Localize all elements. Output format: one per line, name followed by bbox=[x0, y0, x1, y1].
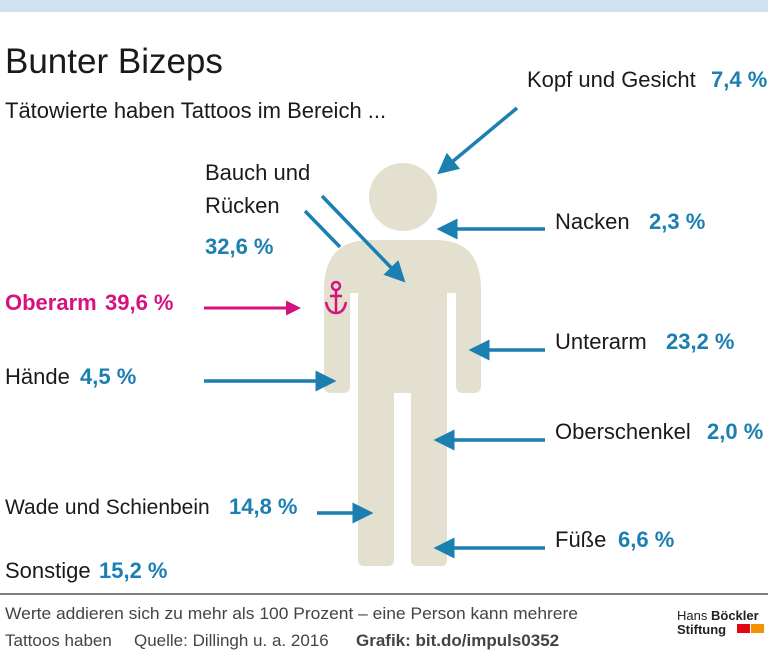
value-kopf: 7,4 % bbox=[711, 67, 767, 92]
footer-grafik-link[interactable]: Grafik: bit.do/impuls0352 bbox=[356, 631, 559, 650]
value-unterarm: 23,2 % bbox=[666, 329, 735, 354]
value-fuesse: 6,6 % bbox=[618, 527, 674, 552]
label-haende: Hände bbox=[5, 364, 70, 389]
label-fuesse: Füße bbox=[555, 527, 606, 552]
value-sonstige: 15,2 % bbox=[99, 558, 168, 583]
label-bauch-line2: Rücken bbox=[205, 193, 280, 218]
torso-arms-legs bbox=[324, 240, 481, 566]
top-bar bbox=[0, 0, 768, 12]
logo-red-square bbox=[737, 624, 750, 633]
label-wade: Wade und Schienbein bbox=[5, 496, 210, 519]
label-sonstige: Sonstige bbox=[5, 558, 91, 583]
page-subtitle: Tätowierte haben Tattoos im Bereich ... bbox=[5, 98, 386, 123]
arrow-kopf bbox=[437, 106, 519, 175]
label-oberarm: Oberarm bbox=[5, 290, 97, 315]
arrow-bauch bbox=[320, 194, 406, 283]
line-ruecken bbox=[303, 209, 342, 249]
value-nacken: 2,3 % bbox=[649, 209, 705, 234]
label-bauch-line1: Bauch und bbox=[205, 160, 310, 185]
logo-orange-square bbox=[751, 624, 764, 633]
logo-stiftung: Stiftung bbox=[677, 622, 726, 637]
value-oberschenkel: 2,0 % bbox=[707, 419, 763, 444]
label-kopf: Kopf und Gesicht bbox=[527, 67, 696, 92]
anchor-icon bbox=[324, 280, 348, 315]
body-figure bbox=[324, 163, 481, 566]
value-wade: 14,8 % bbox=[229, 494, 298, 519]
value-bauch: 32,6 % bbox=[205, 234, 274, 259]
footer-source: Quelle: Dillingh u. a. 2016 bbox=[134, 631, 329, 650]
hans-boeckler-logo: Hans Böckler Stiftung bbox=[677, 608, 764, 637]
label-oberschenkel: Oberschenkel bbox=[555, 419, 691, 444]
logo-boeckler: Böckler bbox=[711, 608, 759, 623]
head bbox=[369, 163, 437, 231]
value-haende: 4,5 % bbox=[80, 364, 136, 389]
label-nacken: Nacken bbox=[555, 209, 630, 234]
footer-note-line2: Tattoos haben bbox=[5, 631, 112, 650]
value-oberarm: 39,6 % bbox=[105, 290, 174, 315]
page-title: Bunter Bizeps bbox=[5, 42, 223, 81]
label-unterarm: Unterarm bbox=[555, 329, 647, 354]
footer-note-line1: Werte addieren sich zu mehr als 100 Proz… bbox=[5, 604, 578, 623]
logo-hans: Hans bbox=[677, 608, 708, 623]
